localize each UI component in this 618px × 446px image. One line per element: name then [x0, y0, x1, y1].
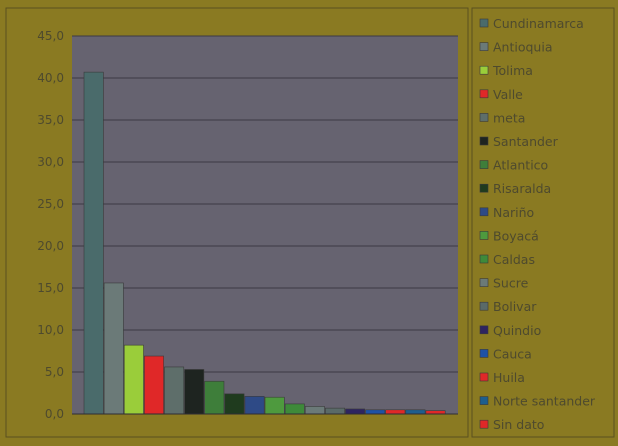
legend-label: Cundinamarca — [493, 16, 584, 31]
bar — [164, 366, 185, 415]
legend-frame — [471, 7, 615, 438]
y-tick-label: 15,0 — [37, 281, 64, 295]
legend-swatch — [479, 89, 489, 99]
legend-label: Sucre — [493, 276, 529, 291]
bar — [365, 409, 386, 415]
bar — [204, 380, 225, 415]
y-tick-label: 45,0 — [37, 29, 64, 43]
y-tick-label: 25,0 — [37, 197, 64, 211]
bar — [264, 396, 285, 415]
bar — [83, 71, 104, 415]
legend-label: meta — [493, 110, 525, 125]
bar — [123, 344, 144, 415]
legend-swatch — [479, 396, 489, 405]
legend-swatch — [479, 372, 489, 382]
bar — [425, 410, 446, 415]
bar — [144, 355, 164, 415]
legend-label: Atlantico — [493, 158, 548, 173]
legend-label: Nariño — [493, 205, 534, 220]
legend-swatch — [479, 183, 489, 193]
y-tick-label: 10,0 — [37, 323, 64, 337]
y-tick-label: 0,0 — [45, 407, 64, 421]
legend-swatch — [479, 207, 489, 217]
legend-swatch — [479, 65, 489, 75]
bar — [284, 403, 305, 415]
bar — [103, 282, 124, 415]
legend-swatch — [479, 18, 489, 28]
bar — [345, 408, 366, 415]
legend-swatch — [479, 254, 489, 264]
legend-swatch — [479, 160, 489, 169]
bar — [304, 406, 325, 415]
legend-label: Tolima — [492, 63, 533, 78]
legend-label: Sin dato — [493, 417, 544, 432]
y-tick-label: 30,0 — [37, 155, 64, 169]
bar — [405, 409, 426, 415]
y-tick-label: 35,0 — [37, 113, 64, 127]
legend-label: Bolivar — [493, 299, 537, 314]
legend-swatch — [479, 136, 489, 146]
legend-label: Caldas — [493, 252, 535, 267]
legend-swatch — [479, 42, 489, 51]
legend-label: Risaralda — [493, 181, 551, 196]
legend-label: Huila — [493, 370, 525, 385]
legend-label: Santander — [493, 134, 559, 149]
bar — [325, 407, 345, 415]
bar — [224, 393, 245, 415]
legend-swatch — [479, 113, 489, 122]
legend-label: Norte santander — [493, 394, 596, 409]
legend-label: Boyacá — [493, 228, 539, 243]
y-tick-label: 5,0 — [45, 365, 64, 379]
bar — [244, 396, 265, 415]
legend-label: Antioquia — [493, 40, 553, 55]
legend-label: Valle — [493, 87, 523, 102]
bar — [184, 369, 205, 415]
legend-swatch — [479, 278, 489, 287]
legend-swatch — [479, 349, 489, 358]
y-tick-label: 40,0 — [37, 71, 64, 85]
legend-swatch — [479, 325, 489, 335]
chart-frame — [5, 7, 469, 438]
legend-label: Quindio — [493, 323, 541, 338]
legend-swatch — [479, 231, 489, 240]
y-tick-label: 20,0 — [37, 239, 64, 253]
legend-label: Cauca — [493, 346, 532, 361]
bar — [385, 409, 406, 415]
legend-swatch — [479, 301, 489, 311]
legend-swatch — [479, 419, 489, 429]
